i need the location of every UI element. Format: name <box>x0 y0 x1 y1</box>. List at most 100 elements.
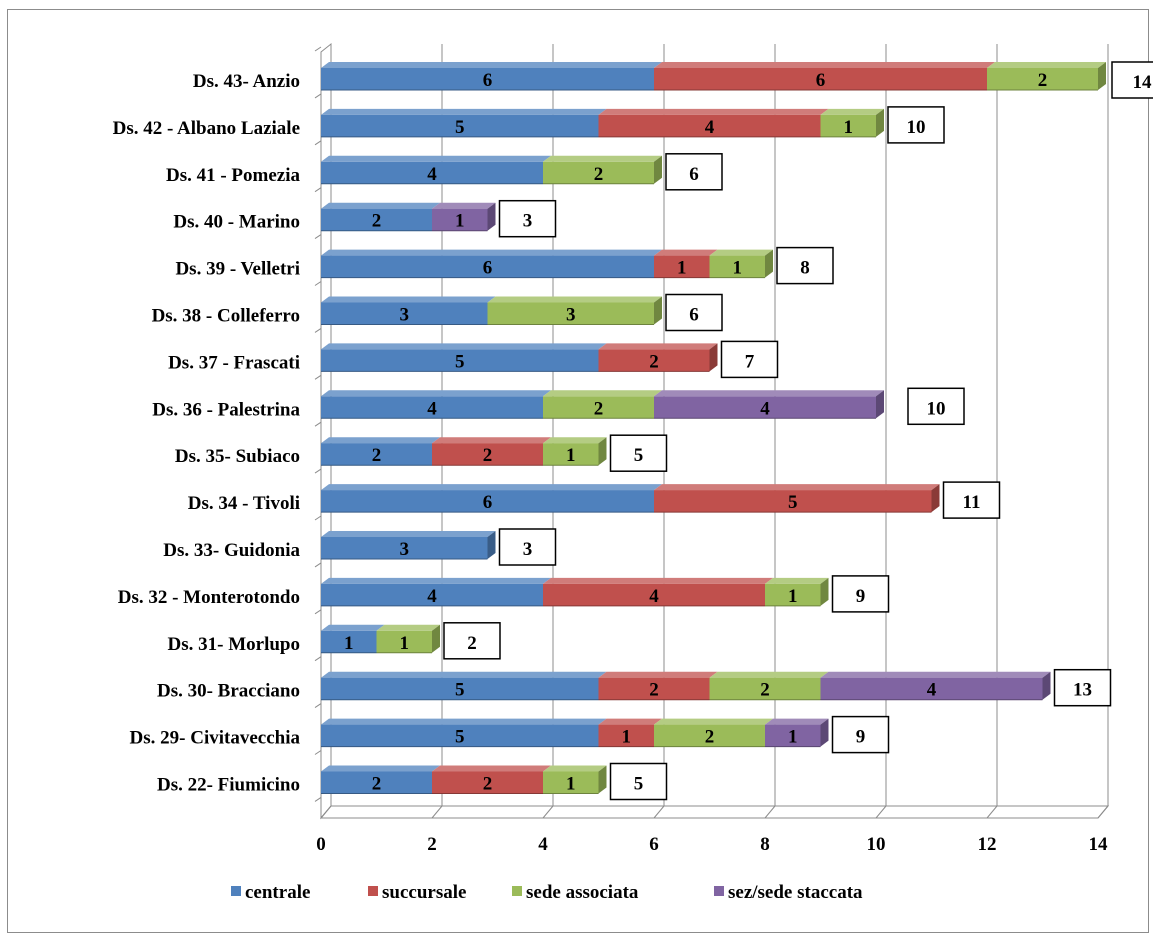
bar-top-face <box>487 296 662 303</box>
bar-top-face <box>654 249 718 256</box>
total-label: 9 <box>856 586 866 607</box>
total-box <box>907 387 965 426</box>
bar-top-face <box>598 718 662 725</box>
category-tick <box>314 421 322 427</box>
bar-segment <box>321 443 432 466</box>
category-label: Ds. 29- Civitavecchia <box>130 728 301 749</box>
category-tick <box>314 187 322 193</box>
bar-segment <box>987 68 1098 90</box>
bar-top-face <box>543 155 662 162</box>
bar-segment <box>487 302 654 325</box>
bar-segment <box>321 630 377 653</box>
bar-top-face <box>820 671 1051 678</box>
total-label: 3 <box>523 539 533 560</box>
gridline-floor <box>431 805 443 819</box>
bar-segment <box>321 724 599 747</box>
bar-top-face <box>321 155 551 162</box>
bar-top-face <box>321 390 551 397</box>
category-labels: Ds. 43- Anzio Ds. 42 - Albano Laziale Ds. … <box>113 71 301 796</box>
x-tick-label: 6 <box>649 834 659 855</box>
total-box <box>776 246 834 285</box>
bar-end-face <box>487 202 496 231</box>
bar-top-face <box>709 249 773 256</box>
bar-top-face <box>321 624 385 631</box>
x-tick-label: 0 <box>316 834 326 855</box>
x-tick-label: 4 <box>538 834 548 855</box>
total-box <box>831 575 890 613</box>
category-label: Ds. 42 - Albano Laziale <box>113 118 300 139</box>
legend-label: sede associata <box>526 882 639 903</box>
total-box <box>443 622 501 660</box>
total-label: 8 <box>800 258 810 279</box>
x-tick-label: 10 <box>867 834 886 855</box>
bar-segment <box>543 396 654 419</box>
gridline-floor <box>1097 805 1109 819</box>
total-box <box>609 762 668 801</box>
bar-value-label: 4 <box>760 398 770 419</box>
bar-end-face <box>654 155 662 184</box>
bar-segment <box>598 114 821 137</box>
bar-segment <box>321 349 599 372</box>
legend-label: centrale <box>245 882 310 903</box>
bar-value-label: 2 <box>372 211 382 232</box>
bar-segment <box>321 161 543 184</box>
bar-value-label: 1 <box>844 117 854 138</box>
bar-top-face <box>598 671 718 678</box>
x-axis-ticks: 0 2 4 6 8 10 12 14 <box>316 834 1108 855</box>
bar-segment <box>321 114 599 137</box>
bar-value-label: 2 <box>594 164 604 185</box>
category-label: Ds. 41 - Pomezia <box>166 165 301 186</box>
bar-end-face <box>931 484 940 513</box>
bar-top-face <box>321 62 662 68</box>
bar-value-label: 5 <box>455 351 465 372</box>
bar-segment <box>709 677 821 700</box>
x-tick-label: 14 <box>1089 834 1109 855</box>
bar-value-label: 5 <box>455 680 465 701</box>
total-box <box>1111 61 1153 99</box>
bar-segment <box>321 255 654 278</box>
bar-top-face <box>321 343 607 350</box>
bar-segment <box>376 630 432 653</box>
bar-segment <box>321 302 488 325</box>
bar-segment <box>321 677 599 700</box>
total-label: 13 <box>1073 680 1092 701</box>
bar-value-label: 1 <box>622 727 632 748</box>
bar-top-face <box>709 671 829 678</box>
bar-segment <box>432 771 543 794</box>
bar-value-label: 2 <box>705 727 715 748</box>
bar-value-label: 1 <box>566 445 576 466</box>
bar-end-face <box>876 108 884 137</box>
bar-end-face <box>432 624 440 653</box>
gridline-floor <box>764 805 776 819</box>
bar-value-label: 2 <box>372 774 382 795</box>
bar-top-face <box>321 484 662 491</box>
legend-swatch <box>512 886 522 896</box>
bar-end-face <box>487 531 496 559</box>
bar-segment <box>543 443 599 466</box>
total-label: 5 <box>634 445 644 466</box>
category-label: Ds. 43- Anzio <box>193 71 300 92</box>
bar-segment <box>543 771 599 794</box>
bar-value-label: 2 <box>483 774 493 795</box>
bar-value-label: 4 <box>649 586 659 607</box>
bar-end-face <box>765 249 773 278</box>
bar-value-label: 5 <box>455 727 465 748</box>
bar-top-face <box>321 765 440 772</box>
category-label: Ds. 36 - Palestrina <box>152 399 300 420</box>
x-tick-label: 2 <box>427 834 437 855</box>
bar-top-face <box>654 484 940 491</box>
bar-value-label: 6 <box>483 70 493 91</box>
gridline-floor <box>542 805 554 819</box>
bar-value-label: 2 <box>649 680 659 701</box>
gridline-floor <box>875 805 887 819</box>
bar-top-face <box>543 577 773 584</box>
total-box <box>942 481 1001 519</box>
category-label: Ds. 31- Morlupo <box>168 634 300 655</box>
bar-top-face <box>432 765 551 772</box>
bar-value-label: 4 <box>427 164 437 185</box>
total-label: 6 <box>689 164 699 185</box>
category-tick <box>314 374 322 380</box>
category-label: Ds. 33- Guidonia <box>163 540 300 561</box>
bar-segment <box>543 583 765 606</box>
bar-value-label: 6 <box>816 70 826 91</box>
